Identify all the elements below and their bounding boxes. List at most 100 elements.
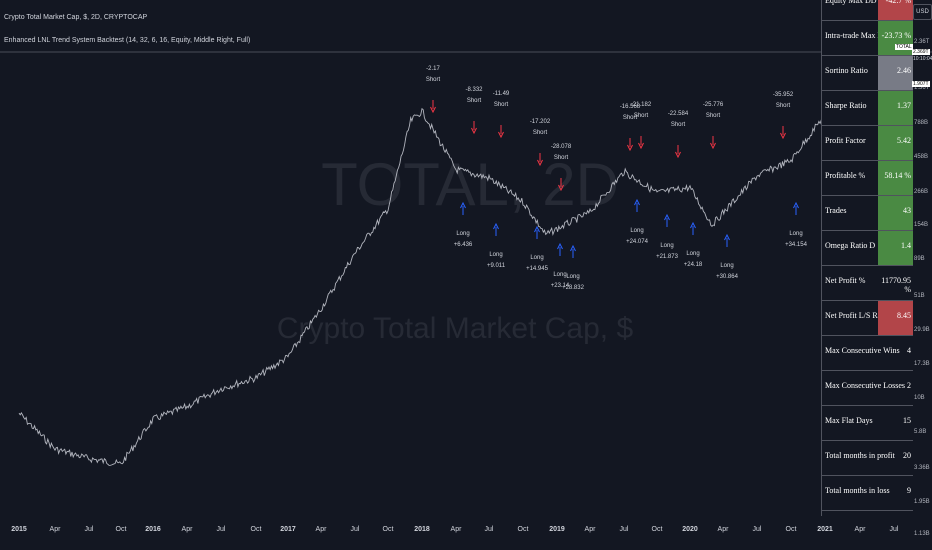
short-arrow-head [780, 132, 786, 140]
long-signal: Long +14.945 [526, 225, 549, 272]
short-signal: -25.776 Short [703, 102, 724, 150]
price-line [18, 46, 895, 466]
short-arrow-head [537, 159, 543, 167]
y-tick-label: 458B [914, 154, 929, 160]
trade-type-label: Long [789, 231, 802, 237]
stats-value: 15 [903, 416, 911, 425]
long-signal: Long +9.011 [487, 222, 506, 269]
x-tick-label: Oct [382, 526, 394, 533]
price-label: 2.369T [912, 49, 930, 55]
x-tick-label: Apr [49, 526, 61, 533]
x-tick-label: 2019 [549, 526, 565, 533]
x-tick-label: Oct [250, 526, 262, 533]
stats-label: Total months in loss [825, 486, 890, 495]
trade-value-label: -21.182 [631, 102, 652, 108]
x-tick-label: Oct [115, 526, 127, 533]
currency-button[interactable]: USD [913, 4, 932, 20]
stats-value: 20 [903, 451, 911, 460]
trade-value-label: +30.864 [716, 274, 739, 280]
trade-value-label: +23.14 [551, 283, 570, 289]
trade-value-label: +21.873 [656, 254, 679, 260]
trade-value-label: +24.18 [684, 262, 703, 268]
watermark-name: Crypto Total Market Cap, $ [277, 312, 634, 345]
trade-markers: -2.17 Short -8.332 Short -11.49 Short -17.202 S… [426, 66, 808, 291]
stats-label: Max Consecutive Wins [825, 346, 900, 355]
bar-countdown: 10:10:04 [913, 56, 932, 62]
long-arrow-head [570, 244, 576, 252]
trade-value-label: -8.332 [465, 87, 483, 93]
x-tick-label: Jul [484, 526, 494, 533]
stats-row: Total months in loss 9 [822, 476, 913, 511]
trade-type-label: Short [706, 113, 721, 119]
trade-type-label: Short [533, 130, 548, 136]
short-arrow-head [558, 184, 564, 192]
watermark-symbol: TOTAL, 2D [321, 151, 619, 218]
y-tick-label: 1.95B [914, 499, 930, 505]
long-signal: Long +34.154 [785, 201, 808, 248]
trade-value-label: +28.832 [562, 285, 585, 291]
trade-type-label: Long [489, 252, 502, 258]
stats-label: Trades [825, 206, 847, 215]
stats-value: 1.4 [878, 231, 913, 265]
stats-value: 43 [878, 196, 913, 230]
trade-value-label: +14.945 [526, 266, 549, 272]
trade-type-label: Short [467, 98, 482, 104]
short-signal: -2.17 Short [426, 66, 441, 114]
x-tick-label: Jul [619, 526, 629, 533]
long-signal: Long +30.864 [716, 233, 739, 280]
stats-row: Net Profit % 11770.95 % [822, 266, 913, 301]
trade-type-label: Long [530, 255, 543, 261]
long-arrow-head [690, 221, 696, 229]
trade-value-label: +6.436 [454, 242, 473, 248]
time-axis[interactable]: 2015 Apr Jul Oct 2016 Apr Jul Oct 2017 Apr Jul Oct 2… [0, 516, 932, 550]
x-tick-label: Apr [717, 526, 729, 533]
trade-value-label: +34.154 [785, 242, 808, 248]
long-arrow-head [557, 242, 563, 250]
short-arrow-head [430, 106, 436, 114]
indicator-title: Enhanced LNL Trend System Backtest (14, … [4, 37, 251, 44]
y-tick-label: 788B [914, 120, 929, 126]
short-arrow-head [471, 127, 477, 135]
short-signal: -17.202 Short [530, 119, 551, 167]
long-signal: Long +28.832 [562, 244, 585, 291]
long-signal: Long +6.436 [454, 201, 473, 248]
x-tick-label: Oct [785, 526, 797, 533]
stats-label: Profit Factor [825, 136, 866, 145]
x-tick-label: Jul [84, 526, 94, 533]
stats-row: Max Consecutive Wins 4 [822, 336, 913, 371]
stats-label: Profitable % [825, 171, 866, 180]
long-signal: Long +24.18 [684, 221, 703, 268]
trade-type-label: Long [720, 263, 733, 269]
trade-value-label: -2.17 [426, 66, 440, 72]
trade-value-label: +24.074 [626, 239, 649, 245]
long-arrow-head [634, 198, 640, 206]
short-signal: -16.568 Short [620, 104, 641, 152]
stats-label: Max Flat Days [825, 416, 873, 425]
stats-value: 2.46 [878, 56, 913, 90]
stats-value: 9 [907, 486, 911, 495]
y-tick-label: 1.13B [914, 531, 930, 537]
stats-label: Total months in profit [825, 451, 895, 460]
stats-row: Intra-trade Max DD -23.73 % [822, 21, 913, 56]
short-signal: -8.332 Short [465, 87, 483, 135]
x-tick-label: Apr [315, 526, 327, 533]
trade-type-label: Short [623, 115, 638, 121]
stats-row: Profit Factor 5.42 [822, 126, 913, 161]
price-label: TOTAL [895, 44, 913, 50]
stats-value: 8.45 [878, 301, 913, 335]
y-tick-label: 10B [914, 395, 925, 401]
price-scale[interactable]: 2.36T 1.36T 788B 458B 266B 154B 89B 51B 29.9B 17.… [912, 0, 932, 537]
stats-row: Max Flat Days 15 [822, 406, 913, 441]
stats-label: Intra-trade Max DD [825, 31, 889, 40]
stats-row: Profitable % 58.14 % [822, 161, 913, 196]
x-tick-label: Apr [181, 526, 193, 533]
stats-row: Omega Ratio D 1.4 [822, 231, 913, 266]
trade-type-label: Long [630, 228, 643, 234]
stats-label: Max Consecutive Losses [825, 381, 905, 390]
y-tick-label: 3.36B [914, 465, 930, 471]
x-tick-label: 2020 [682, 526, 698, 533]
short-arrow-head [627, 144, 633, 152]
short-signal: -35.952 Short [773, 92, 794, 140]
stats-value: 1.37 [878, 91, 913, 125]
